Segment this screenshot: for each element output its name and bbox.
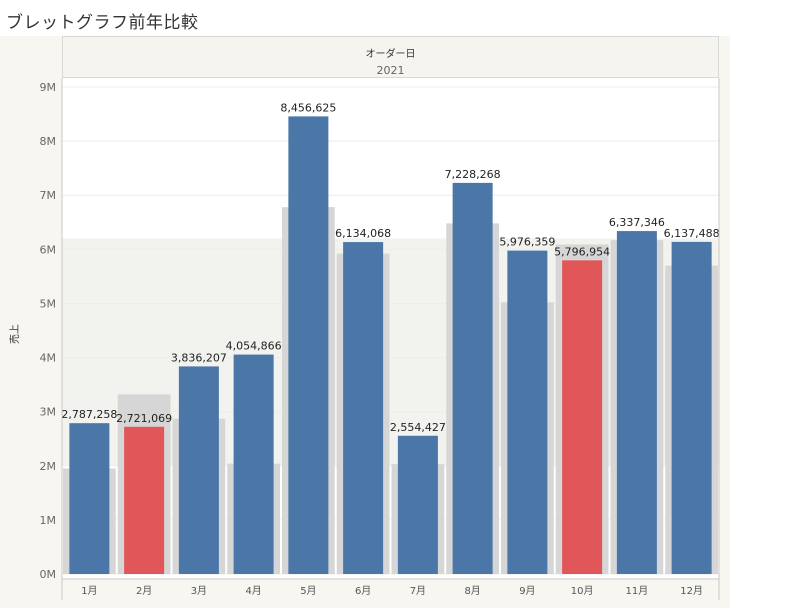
header-field-name: オーダー日 bbox=[365, 49, 416, 60]
x-tick-label: 7月 bbox=[410, 585, 426, 597]
chart-title: ブレットグラフ前年比較 bbox=[6, 13, 199, 33]
data-label: 5,796,954 bbox=[554, 245, 610, 258]
sales-bar bbox=[397, 435, 438, 574]
y-tick-label: 2M bbox=[40, 460, 57, 473]
sales-bar bbox=[233, 354, 274, 574]
x-tick-label: 2月 bbox=[136, 585, 152, 597]
x-tick-label: 6月 bbox=[355, 585, 371, 597]
x-tick-label: 12月 bbox=[680, 585, 703, 597]
y-tick-label: 9M bbox=[40, 81, 57, 94]
y-tick-label: 7M bbox=[40, 189, 57, 202]
sales-bar bbox=[616, 231, 657, 574]
sales-bar bbox=[178, 366, 219, 574]
data-label: 7,228,268 bbox=[445, 168, 501, 181]
data-label: 6,134,068 bbox=[335, 227, 391, 240]
y-axis-label: 売上 bbox=[8, 324, 21, 344]
data-label: 3,836,207 bbox=[171, 351, 227, 364]
data-label: 4,054,866 bbox=[226, 340, 282, 353]
sales-bar bbox=[343, 242, 384, 574]
sales-bar bbox=[671, 241, 712, 574]
data-label: 8,456,625 bbox=[280, 101, 336, 114]
x-tick-label: 4月 bbox=[245, 585, 261, 597]
sales-bar bbox=[562, 260, 603, 574]
reference-band bbox=[62, 238, 719, 466]
x-tick-label: 3月 bbox=[191, 585, 207, 597]
x-tick-label: 1月 bbox=[81, 585, 97, 597]
x-tick-label: 10月 bbox=[571, 585, 594, 597]
y-tick-label: 8M bbox=[40, 135, 57, 148]
y-tick-label: 5M bbox=[40, 297, 57, 310]
column-header: オーダー日 2021 bbox=[62, 36, 719, 78]
data-label: 5,976,359 bbox=[499, 236, 555, 249]
sales-bar bbox=[452, 182, 493, 574]
header-year: 2021 bbox=[376, 64, 405, 77]
y-tick-label: 1M bbox=[40, 514, 57, 527]
data-label: 2,787,258 bbox=[61, 408, 117, 421]
x-tick-label: 9月 bbox=[519, 585, 535, 597]
data-label: 6,337,346 bbox=[609, 216, 665, 229]
sales-bar bbox=[507, 250, 548, 574]
x-tick-label: 5月 bbox=[300, 585, 316, 597]
y-tick-label: 6M bbox=[40, 243, 57, 256]
x-tick-label: 8月 bbox=[464, 585, 480, 597]
sales-bar bbox=[288, 116, 329, 575]
data-label: 2,721,069 bbox=[116, 412, 172, 425]
y-tick-label: 4M bbox=[40, 352, 57, 365]
data-label: 2,554,427 bbox=[390, 421, 446, 434]
y-tick-label: 0M bbox=[40, 568, 57, 581]
sales-bar bbox=[69, 423, 110, 574]
sales-bar bbox=[124, 426, 165, 574]
data-label: 6,137,488 bbox=[664, 227, 720, 240]
y-tick-label: 3M bbox=[40, 406, 57, 419]
x-tick-label: 11月 bbox=[626, 585, 649, 597]
